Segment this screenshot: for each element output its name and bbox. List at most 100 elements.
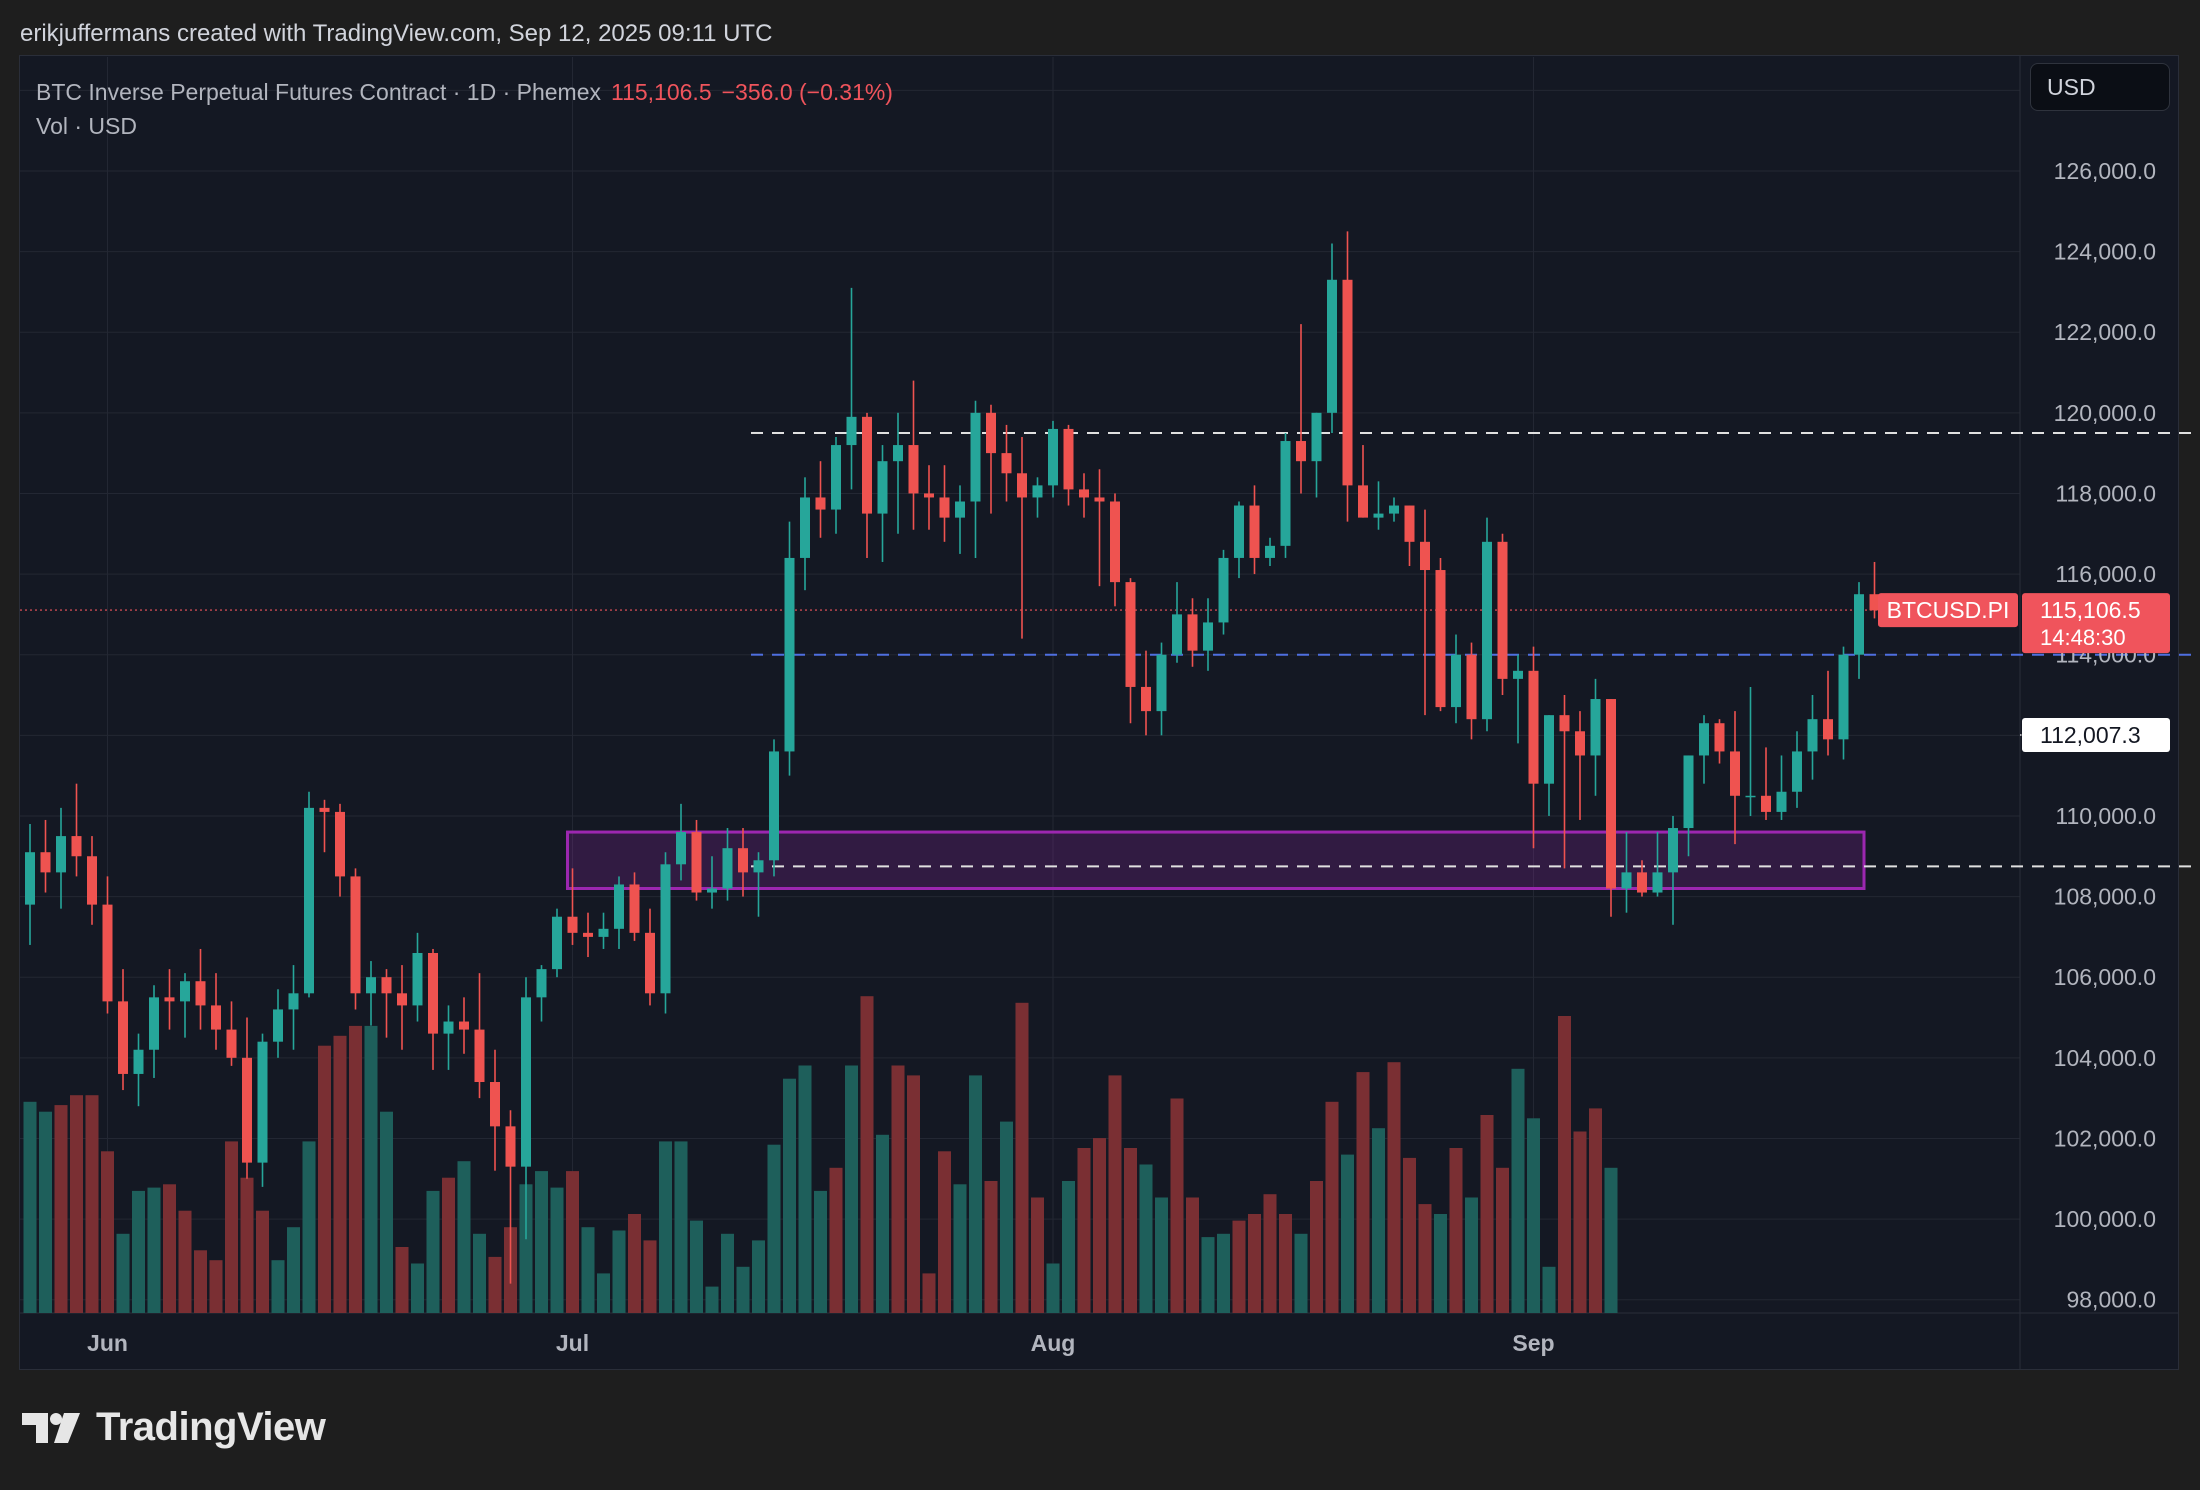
candle-body-29	[474, 1029, 485, 1082]
candle-body-51	[815, 497, 826, 510]
volume-bar-1	[39, 1111, 52, 1313]
candle-7	[133, 1033, 144, 1107]
candle-body-109	[1714, 723, 1725, 752]
candle-body-57	[908, 445, 919, 494]
candle-body-32	[521, 997, 531, 1167]
candle-body-16	[273, 1009, 283, 1042]
candle-74	[1172, 582, 1182, 663]
candle-17	[288, 965, 299, 1050]
candle-body-93	[1466, 654, 1477, 720]
candle-body-67	[1063, 428, 1074, 490]
volume-bar-20	[333, 1035, 347, 1313]
y-tick-label-3: 122,000.0	[2054, 319, 2156, 345]
candle-29	[474, 973, 485, 1099]
candle-body-119	[1869, 594, 1880, 611]
candle-body-33	[536, 969, 547, 998]
candle-61	[970, 400, 981, 558]
volume-bar-95	[1496, 1167, 1509, 1313]
volume-bar-67	[1062, 1181, 1075, 1313]
candle-body-104	[1637, 872, 1647, 893]
volume-bar-96	[1511, 1068, 1525, 1313]
candle-41	[660, 852, 671, 1014]
candle-body-63	[1001, 453, 1012, 474]
candle-body-65	[1032, 485, 1043, 498]
symbol-tag-label: BTCUSD.PI	[1887, 597, 2010, 623]
volume-bar-39	[628, 1214, 641, 1313]
volume-bar-98	[1542, 1266, 1556, 1313]
volume-bar-46	[736, 1266, 750, 1313]
candle-body-17	[288, 993, 299, 1010]
candle-46	[738, 828, 748, 897]
candle-44	[707, 856, 717, 909]
volume-bar-90	[1418, 1204, 1432, 1313]
candle-body-50	[800, 497, 810, 558]
volume-bar-89	[1403, 1157, 1416, 1313]
volume-bar-5	[101, 1151, 114, 1313]
candle-body-46	[738, 848, 748, 873]
candle-body-66	[1048, 428, 1058, 486]
candle-body-31	[505, 1126, 516, 1167]
volume-bar-73	[1155, 1197, 1168, 1313]
volume-bar-72	[1139, 1164, 1153, 1313]
candle-94	[1482, 517, 1492, 732]
tradingview-logo-icon	[22, 1412, 80, 1443]
candle-100	[1575, 711, 1585, 820]
candle-80	[1265, 537, 1275, 566]
candle-body-10	[180, 981, 190, 1002]
volume-bar-27	[442, 1177, 455, 1313]
volume-bar-17	[287, 1227, 300, 1313]
price-tags: BTCUSD.PI 115,106.514:48:30 112,007.3	[1878, 593, 2170, 753]
y-tick-label-14: 100,000.0	[2054, 1206, 2156, 1232]
candle-body-49	[784, 557, 795, 752]
candle-body-37	[598, 928, 609, 937]
candle-body-96	[1513, 670, 1523, 679]
volume-bar-14	[240, 1177, 254, 1313]
candle-106	[1668, 815, 1678, 925]
candle-body-20	[335, 811, 345, 877]
volume-bar-7	[132, 1190, 145, 1313]
candle-body-4	[87, 856, 97, 905]
candle-body-18	[304, 807, 314, 994]
candle-82	[1296, 324, 1306, 494]
candle-body-112	[1761, 795, 1771, 812]
candle-27	[443, 1005, 454, 1070]
y-tick-label-5: 118,000.0	[2055, 480, 2156, 506]
candle-body-118	[1854, 594, 1864, 655]
volume-bar-88	[1387, 1062, 1401, 1313]
candle-105	[1652, 832, 1663, 897]
candle-body-62	[986, 412, 996, 454]
y-tick-label-10: 108,000.0	[2054, 884, 2156, 910]
volume-bar-37	[597, 1273, 610, 1313]
volume-bar-32	[519, 1184, 533, 1313]
chart-legend: BTC Inverse Perpetual Futures Contract ·…	[36, 75, 893, 143]
candle-101	[1590, 678, 1601, 796]
candle-16	[273, 989, 283, 1058]
candle-body-102	[1606, 699, 1616, 889]
candle-84	[1327, 243, 1337, 433]
currency-button[interactable]: USD	[2030, 63, 2170, 111]
candle-53	[846, 287, 857, 490]
volume-bar-24	[395, 1247, 409, 1313]
y-tick-label-4: 120,000.0	[2054, 400, 2156, 426]
brand-name: TradingView	[96, 1405, 326, 1449]
candle-body-54	[862, 416, 872, 514]
volume-bar-79	[1248, 1214, 1261, 1313]
candle-body-87	[1373, 513, 1384, 518]
candle-95	[1497, 533, 1508, 695]
candle-body-73	[1156, 654, 1167, 712]
candle-51	[815, 461, 826, 538]
candle-103	[1621, 832, 1632, 913]
volume-bar-69	[1093, 1138, 1106, 1313]
candle-body-30	[490, 1082, 500, 1127]
volume-bar-35	[566, 1171, 579, 1313]
volume-bar-80	[1263, 1194, 1277, 1313]
candle-59	[939, 465, 950, 542]
candle-99	[1559, 695, 1570, 869]
candle-body-56	[893, 445, 903, 462]
candle-79	[1249, 485, 1260, 575]
candle-34	[552, 908, 562, 978]
volume-bar-83	[1310, 1181, 1323, 1313]
volume-bar-16	[271, 1260, 285, 1313]
candle-body-14	[242, 1057, 252, 1163]
